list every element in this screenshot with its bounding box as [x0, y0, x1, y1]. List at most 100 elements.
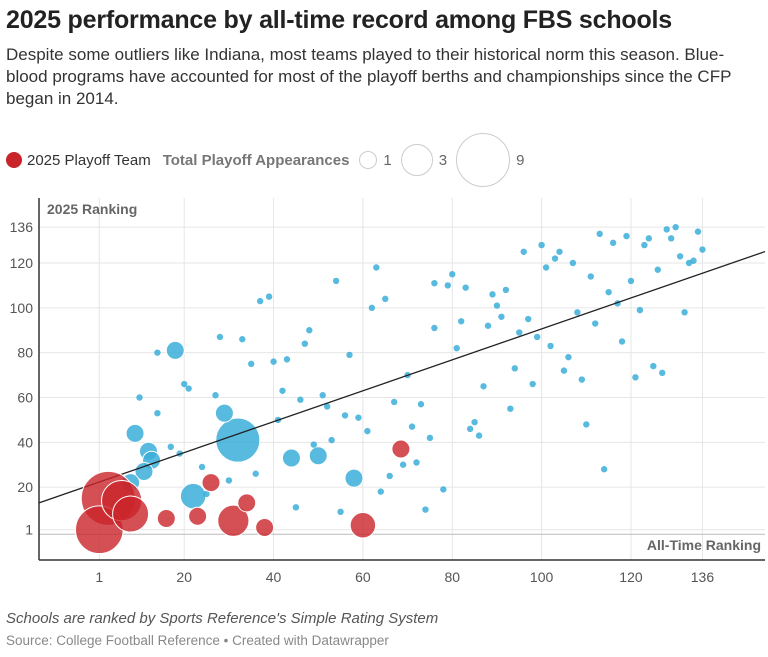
playoff-team-point — [201, 473, 221, 493]
team-point — [699, 246, 706, 253]
team-point — [605, 288, 612, 296]
size-legend-title: Total Playoff Appearances — [162, 151, 350, 169]
x-tick-label: 20 — [176, 569, 192, 585]
team-point — [556, 248, 563, 255]
team-point — [444, 282, 451, 289]
team-point — [466, 425, 474, 433]
y-tick-label: 120 — [10, 255, 34, 271]
team-point — [355, 414, 362, 421]
team-point — [154, 349, 161, 356]
team-point — [344, 468, 364, 488]
team-point — [198, 463, 206, 471]
team-point — [252, 470, 259, 477]
team-point — [297, 396, 304, 403]
trend-line — [38, 250, 766, 504]
team-point — [215, 417, 261, 463]
team-point — [502, 286, 510, 294]
playoff-team-point — [217, 504, 250, 537]
playoff-legend-swatch — [6, 152, 22, 168]
team-point — [165, 340, 185, 360]
x-tick-label: 136 — [691, 569, 715, 585]
team-point — [386, 472, 393, 480]
team-point — [676, 253, 684, 260]
team-point — [592, 320, 599, 327]
team-point — [627, 277, 635, 285]
team-point — [422, 506, 429, 513]
team-point — [390, 398, 398, 406]
team-point — [431, 279, 438, 287]
y-tick-label: 60 — [17, 389, 33, 405]
team-point — [368, 304, 376, 312]
team-point — [136, 394, 143, 401]
team-point — [574, 309, 581, 316]
team-point — [248, 360, 255, 368]
y-tick-label: 136 — [10, 219, 34, 235]
team-point — [203, 490, 210, 498]
team-point — [663, 226, 670, 233]
team-point — [694, 228, 702, 235]
team-point — [507, 405, 514, 412]
team-point — [578, 376, 586, 383]
y-tick-label: 40 — [17, 434, 33, 450]
team-point — [520, 248, 527, 255]
team-point — [399, 461, 407, 468]
team-point — [650, 362, 657, 370]
team-point — [413, 459, 420, 466]
team-point — [632, 374, 639, 381]
team-point — [185, 385, 192, 392]
team-point — [690, 257, 697, 264]
team-point — [636, 306, 644, 314]
playoff-legend-label: 2025 Playoff Team — [27, 151, 151, 169]
size-legend-label-1: 1 — [383, 151, 392, 169]
team-point — [265, 293, 273, 300]
x-tick-label: 40 — [266, 569, 282, 585]
team-point — [475, 432, 483, 439]
team-point — [214, 403, 234, 423]
team-point — [489, 291, 496, 298]
team-point — [681, 309, 688, 316]
team-point — [319, 392, 326, 399]
team-point — [511, 365, 519, 372]
playoff-team-point — [237, 493, 257, 513]
chart-title: 2025 performance by all-time record amon… — [6, 6, 672, 34]
team-point — [382, 295, 389, 303]
team-point — [484, 322, 492, 329]
team-point — [179, 482, 207, 510]
team-point — [377, 488, 384, 495]
team-point — [364, 427, 371, 435]
y-axis-title: 2025 Ranking — [47, 201, 137, 217]
team-point — [216, 333, 224, 341]
team-point — [565, 353, 572, 361]
team-point — [283, 356, 291, 363]
team-point — [134, 461, 154, 481]
team-point — [453, 344, 460, 352]
playoff-team-point — [188, 506, 208, 526]
legend: 2025 Playoff Team Total Playoff Appearan… — [6, 133, 533, 187]
team-point — [596, 230, 603, 238]
team-point — [212, 392, 219, 399]
size-legend-circle-9 — [456, 133, 511, 187]
team-point — [583, 421, 590, 428]
team-point — [654, 266, 661, 273]
team-point — [181, 380, 188, 388]
team-point — [551, 255, 559, 262]
team-point — [600, 466, 608, 473]
team-point — [609, 239, 617, 247]
team-point — [560, 367, 568, 374]
team-point — [417, 401, 425, 408]
team-point — [279, 387, 286, 394]
scatter-plot: 1 20 40 60 80 100 120 1361204060801001201362025… — [10, 198, 766, 585]
team-point — [310, 441, 317, 448]
team-point — [306, 327, 313, 334]
size-legend-circle-3 — [400, 144, 433, 176]
y-tick-label: 1 — [25, 522, 33, 538]
team-point — [569, 259, 577, 267]
team-point — [167, 443, 174, 451]
x-tick-label: 120 — [619, 569, 643, 585]
size-legend-label-3: 3 — [438, 151, 448, 169]
team-point — [659, 369, 666, 377]
team-point — [332, 277, 340, 285]
team-point — [308, 446, 328, 466]
x-axis-title: All-Time Ranking — [647, 537, 761, 553]
x-tick-label: 1 — [95, 569, 103, 585]
